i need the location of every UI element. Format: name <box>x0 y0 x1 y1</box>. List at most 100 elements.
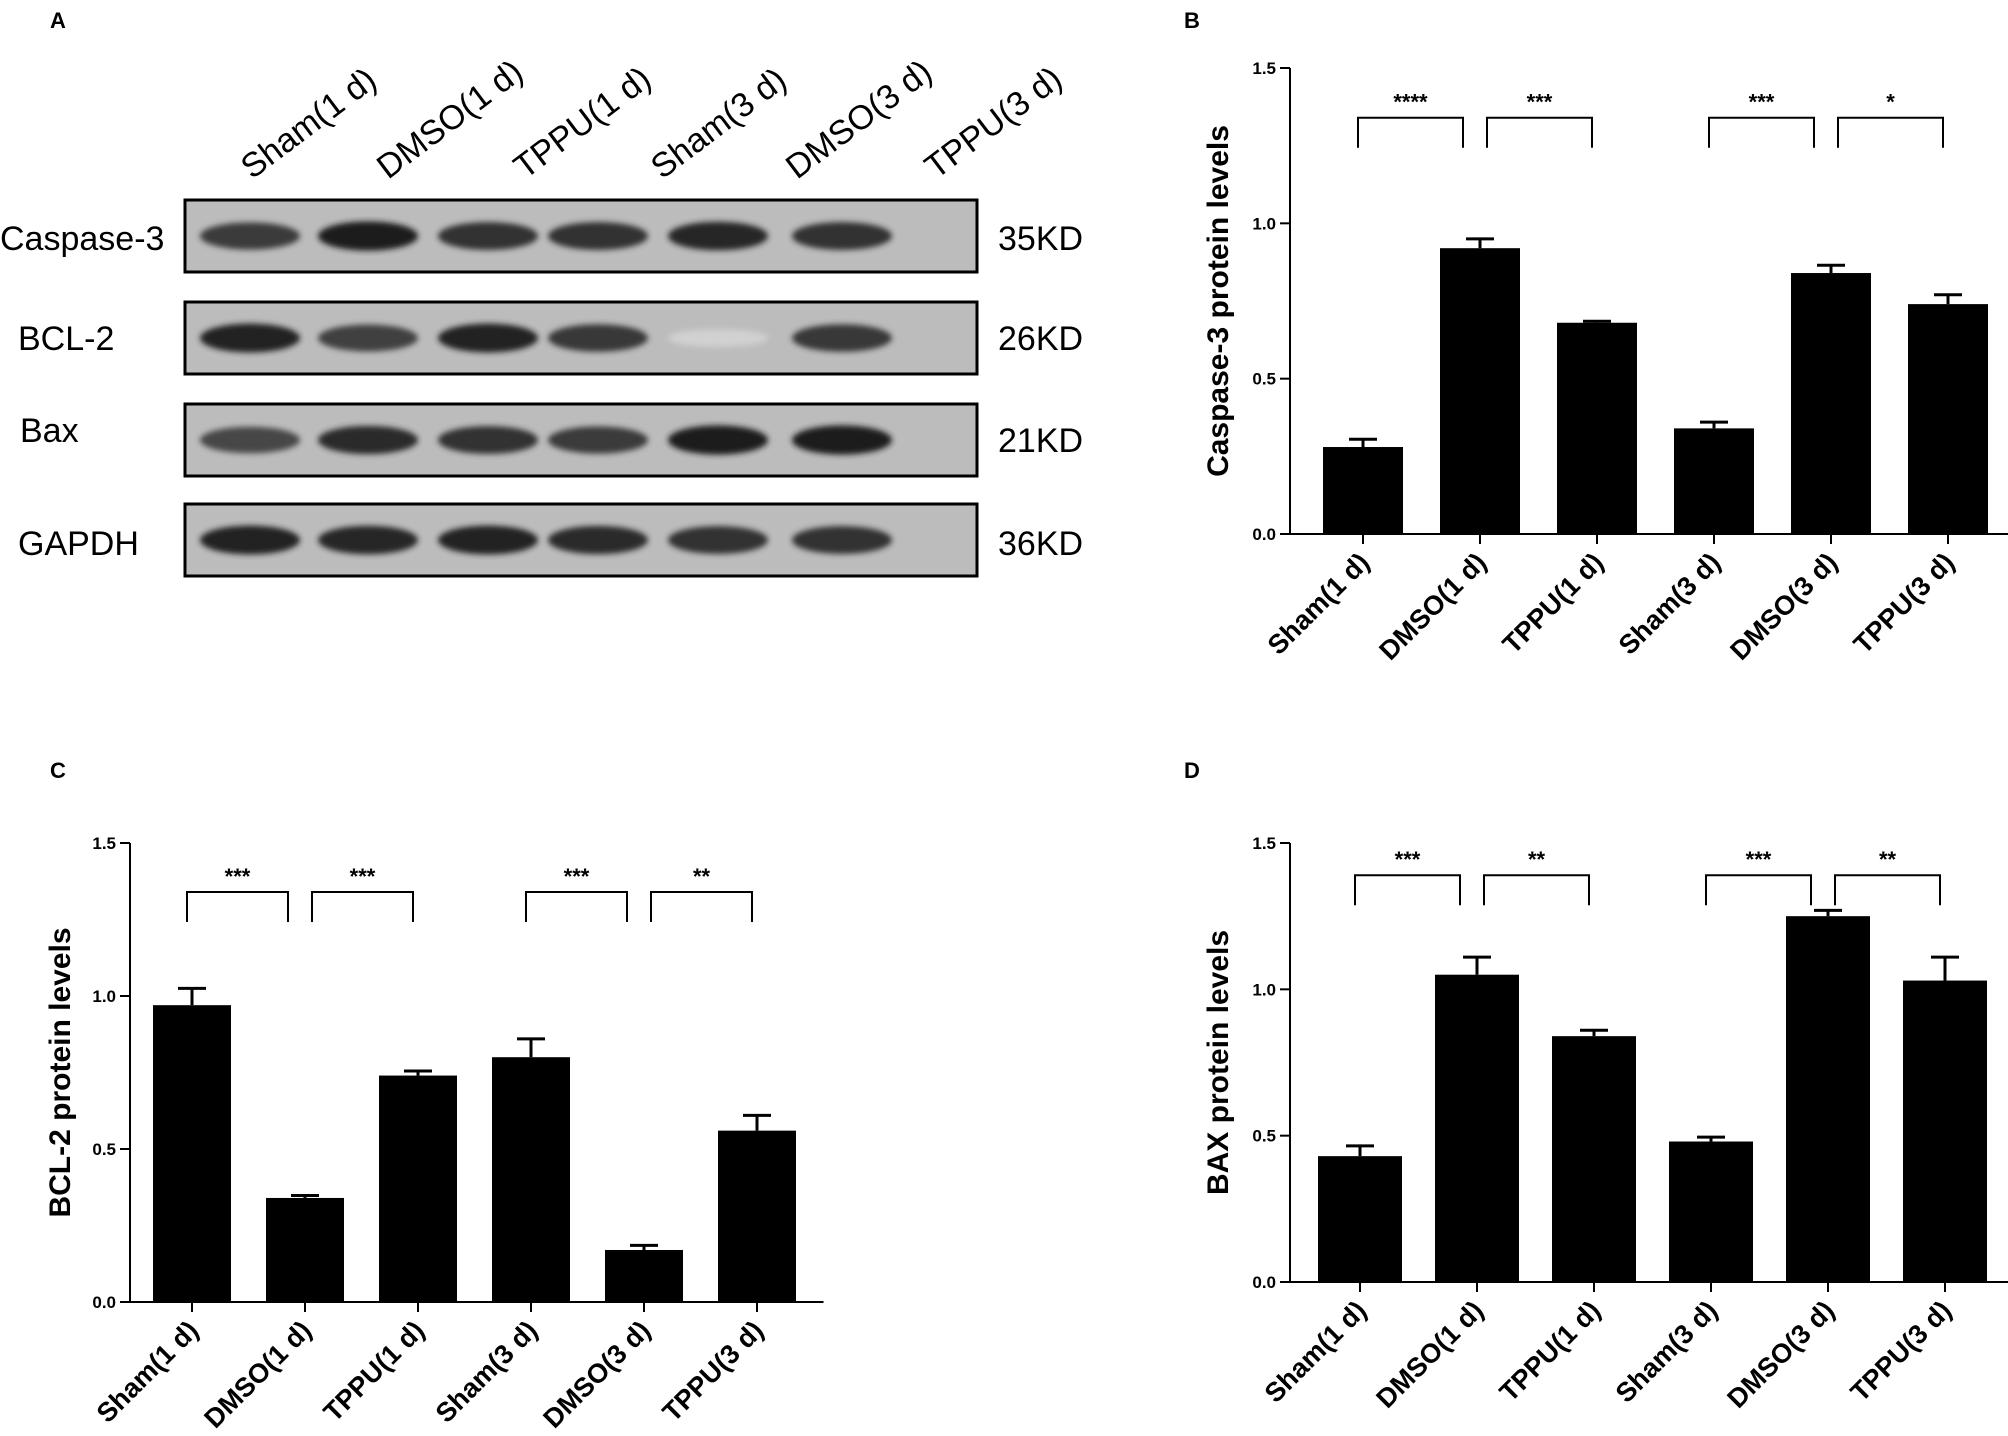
y-axis-title: Caspase-3 protein levels <box>1202 125 1235 477</box>
bar <box>1440 248 1520 535</box>
bar <box>1552 1036 1636 1282</box>
blot-lane-label: DMSO(1 d) <box>370 53 530 187</box>
blot-lane-label: Sham(3 d) <box>644 61 794 187</box>
significance-label: *** <box>1749 90 1775 115</box>
y-tick-label: 0.5 <box>1252 1127 1276 1146</box>
blot-protein-label: BCL-2 <box>18 320 114 358</box>
bar <box>1908 304 1988 534</box>
significance-bracket <box>1354 874 1461 906</box>
x-tick-label: Sham(1 d) <box>91 1315 205 1429</box>
x-tick-label: Sham(3 d) <box>1610 1295 1724 1409</box>
blot-size-label: 26KD <box>998 320 1083 358</box>
x-tick-label: Sham(3 d) <box>1613 547 1727 661</box>
significance-label: *** <box>1527 90 1553 115</box>
x-tick-label: DMSO(3 d) <box>1721 1295 1840 1414</box>
blot-lane-label: Sham(1 d) <box>234 61 384 187</box>
significance-bracket <box>311 890 414 922</box>
panel-label-d: D <box>1184 758 1200 783</box>
blot-band <box>200 525 300 555</box>
blot-band <box>668 526 768 554</box>
significance-label: *** <box>564 864 590 889</box>
bar <box>1791 273 1871 534</box>
blot-band <box>792 425 892 455</box>
significance-label: *** <box>1746 847 1772 872</box>
blot-band <box>548 426 648 454</box>
y-axis-title: BAX protein levels <box>1202 930 1235 1195</box>
blot-band <box>548 525 648 555</box>
blot-protein-label: Caspase-3 <box>0 220 164 258</box>
panel-label-c: C <box>50 758 66 783</box>
significance-bracket <box>525 890 628 922</box>
panel-label-b: B <box>1184 8 1200 33</box>
chart-caspase3: 0.0 0.5 1.0 1.5 Caspase-3 protein levels Sham… <box>1202 59 2008 666</box>
x-tick-label: DMSO(1 d) <box>1370 1295 1489 1414</box>
bar <box>379 1075 457 1302</box>
blot-band <box>318 525 418 555</box>
y-tick-label: 0.0 <box>1252 525 1276 544</box>
significance-label: *** <box>1395 847 1421 872</box>
blot-band <box>318 425 418 455</box>
significance-label: ** <box>1528 847 1546 872</box>
y-tick-label: 0.5 <box>1252 370 1276 389</box>
significance-bracket <box>186 890 289 922</box>
blot-band <box>668 329 768 347</box>
bar <box>1318 1156 1402 1282</box>
significance-label: *** <box>350 864 376 889</box>
blot-band <box>438 426 538 454</box>
bar <box>718 1130 796 1302</box>
blot-band <box>200 323 300 353</box>
significance-label: **** <box>1393 90 1428 115</box>
x-tick-label: TPPU(3 d) <box>1845 1295 1957 1407</box>
blot-lane-label: TPPU(3 d) <box>918 59 1069 186</box>
blot-band <box>548 222 648 250</box>
chart-bcl2: 0.0 0.5 1.0 1.5 BCL-2 protein levels Sham(1 d… <box>44 834 824 1434</box>
blot-band <box>438 222 538 250</box>
blot-band <box>200 426 300 454</box>
blot-band <box>318 324 418 352</box>
significance-label: * <box>1886 90 1895 115</box>
significance-label: ** <box>1879 847 1897 872</box>
y-tick-label: 1.5 <box>1252 59 1276 78</box>
blot-protein-label: GAPDH <box>18 525 139 563</box>
bar <box>1669 1141 1753 1282</box>
x-tick-label: Sham(1 d) <box>1262 547 1376 661</box>
significance-bracket <box>1834 874 1941 906</box>
x-tick-label: TPPU(1 d) <box>1494 1295 1606 1407</box>
y-tick-label: 1.0 <box>1252 980 1276 999</box>
bar <box>1557 322 1637 534</box>
significance-bracket <box>1483 874 1590 906</box>
blot-band <box>792 526 892 554</box>
significance-bracket <box>1705 874 1812 906</box>
x-tick-label: TPPU(1 d) <box>318 1315 430 1427</box>
blot-size-label: 35KD <box>998 220 1083 258</box>
bar <box>605 1249 683 1302</box>
bar <box>153 1005 231 1302</box>
blot-band <box>668 425 768 455</box>
blot-band <box>200 222 300 250</box>
blot-band <box>792 222 892 250</box>
blot-lane-label: DMSO(3 d) <box>779 53 939 187</box>
significance-bracket <box>1357 116 1464 148</box>
significance-bracket <box>1708 116 1815 148</box>
blot-band <box>318 221 418 251</box>
x-tick-label: DMSO(3 d) <box>537 1315 656 1434</box>
significance-bracket <box>1486 116 1593 148</box>
y-tick-label: 0.5 <box>92 1140 116 1159</box>
blot-band <box>668 221 768 251</box>
bar <box>1323 447 1403 534</box>
blot-band <box>438 525 538 555</box>
x-tick-label: TPPU(3 d) <box>1848 547 1960 659</box>
y-tick-label: 1.5 <box>1252 834 1276 853</box>
y-tick-label: 1.5 <box>92 834 116 853</box>
y-tick-label: 1.0 <box>92 987 116 1006</box>
y-tick-label: 1.0 <box>1252 214 1276 233</box>
x-tick-label: DMSO(1 d) <box>1373 547 1492 666</box>
blot-lane-label: TPPU(1 d) <box>507 59 658 186</box>
x-tick-label: TPPU(3 d) <box>657 1315 769 1427</box>
bar <box>1786 916 1870 1282</box>
bar <box>266 1197 344 1302</box>
significance-bracket <box>650 890 753 922</box>
bar <box>1435 974 1519 1282</box>
